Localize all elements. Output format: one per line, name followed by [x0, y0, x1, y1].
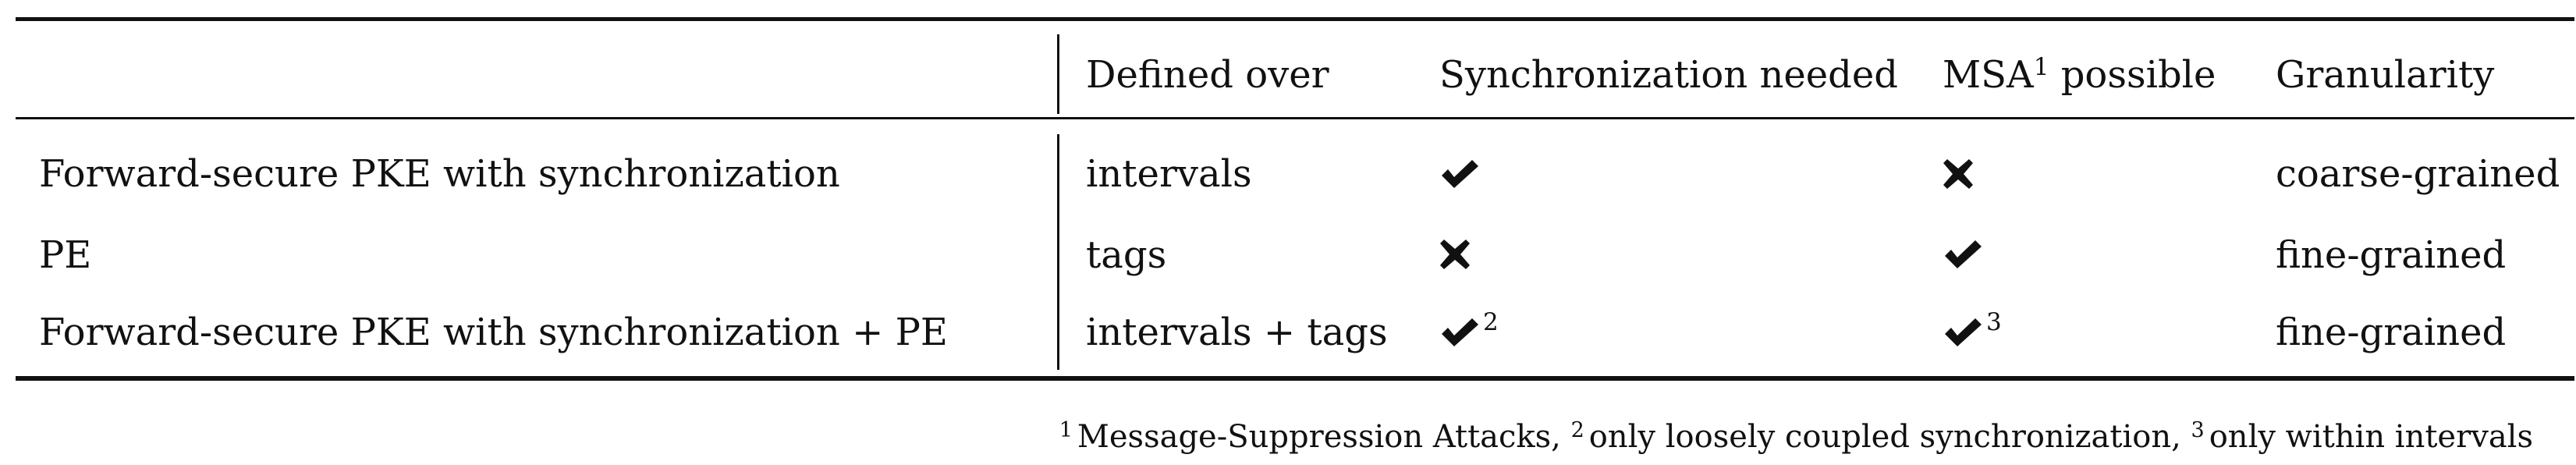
- table-header-rule: [16, 117, 2574, 119]
- row-defined-over: intervals + tags: [1086, 311, 1388, 354]
- cross-icon: [1439, 239, 1471, 270]
- footnote-number: 3: [2191, 418, 2205, 442]
- footnote-text: only within intervals: [2209, 419, 2533, 455]
- table-footnotes: 1 Message-Suppression Attacks, 2 only loos…: [1059, 417, 2533, 456]
- row-label: Forward-secure PKE with synchronization: [39, 152, 840, 196]
- header-column-divider: [1057, 34, 1059, 114]
- footnote-text: Message-Suppression Attacks,: [1077, 419, 1561, 455]
- check-icon: 3: [1943, 311, 2002, 348]
- header-possible-label: possible: [2060, 53, 2216, 97]
- body-column-divider: [1057, 134, 1059, 370]
- header-msa-label: MSA: [1943, 53, 2034, 97]
- table-bottom-rule: [16, 376, 2574, 381]
- row-defined-over: tags: [1086, 233, 1167, 277]
- row-granularity: fine-grained: [2276, 311, 2507, 354]
- header-sync-needed: Synchronization needed: [1439, 53, 1899, 97]
- footnote-number: 1: [1059, 418, 1073, 442]
- check-icon: 2: [1439, 311, 1499, 348]
- table-top-rule: [16, 17, 2574, 21]
- header-msa-footnote-ref: 1: [2033, 53, 2049, 81]
- row-label: PE: [39, 233, 92, 277]
- check-icon: [1439, 158, 1480, 190]
- row-granularity: fine-grained: [2276, 233, 2507, 277]
- check-icon: [1943, 239, 1983, 270]
- sync-footnote-ref: 2: [1483, 308, 1499, 336]
- row-defined-over: intervals: [1086, 152, 1252, 196]
- cross-icon: [1943, 158, 1974, 190]
- row-granularity: coarse-grained: [2276, 152, 2560, 196]
- header-granularity: Granularity: [2276, 53, 2495, 97]
- footnote-number: 2: [1570, 418, 1584, 442]
- footnote-text: only loosely coupled synchronization,: [1588, 419, 2181, 455]
- header-defined-over: Defined over: [1086, 53, 1329, 97]
- header-msa-possible: MSA1 possible: [1943, 51, 2216, 98]
- row-label: Forward-secure PKE with synchronization …: [39, 311, 948, 354]
- msa-footnote-ref: 3: [1986, 308, 2002, 336]
